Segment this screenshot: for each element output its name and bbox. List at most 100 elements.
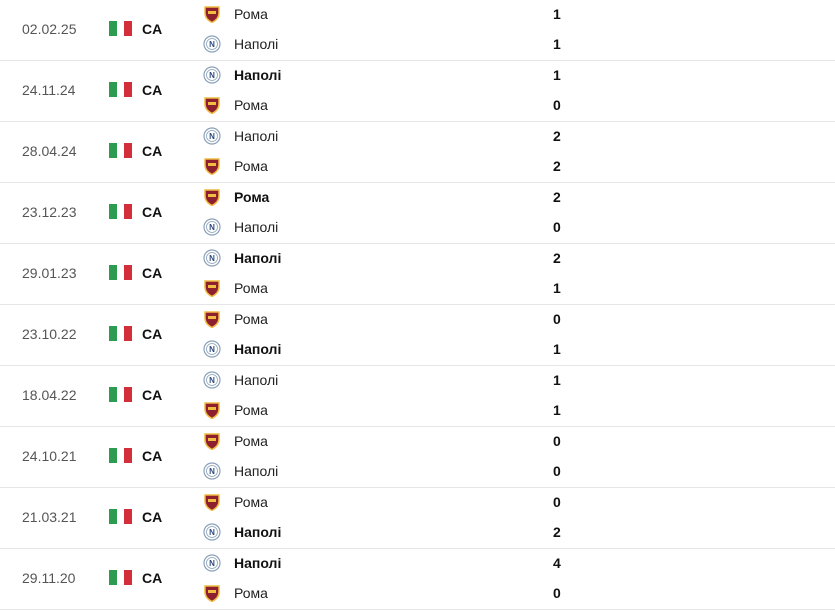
italy-flag-icon [109, 387, 133, 402]
napoli-crest-icon: N [203, 523, 221, 541]
team-name: Рома [234, 280, 268, 296]
score-away: 1 [553, 36, 561, 52]
score-home: 2 [553, 189, 561, 205]
score-away: 0 [553, 97, 561, 113]
match-date: 18.04.22 [22, 387, 77, 403]
svg-text:N: N [209, 376, 215, 385]
score-home: 0 [553, 311, 561, 327]
team-home: Рома [203, 4, 268, 24]
team-home: Рома [203, 431, 268, 451]
match-date: 23.10.22 [22, 326, 77, 342]
team-name: Рома [234, 402, 268, 418]
team-home: Рома [203, 492, 268, 512]
svg-text:N: N [209, 71, 215, 80]
napoli-crest-icon: N [203, 462, 221, 480]
team-name: Рома [234, 494, 268, 510]
team-name: Наполі [234, 67, 282, 83]
italy-flag-icon [109, 82, 133, 97]
match-date: 24.10.21 [22, 448, 77, 464]
team-name: Рома [234, 97, 268, 113]
competition-label: CA [142, 21, 163, 37]
team-name: Наполі [234, 36, 279, 52]
competition-label: CA [142, 509, 163, 525]
team-name: Рома [234, 158, 268, 174]
match-row[interactable]: 29.01.23 CA N Наполі 2 Рома 1 [0, 244, 835, 305]
match-date: 29.11.20 [22, 570, 76, 586]
roma-crest-icon [203, 96, 221, 115]
team-home: N Наполі [203, 126, 278, 146]
competition-label: CA [142, 82, 163, 98]
roma-crest-icon [203, 157, 221, 176]
match-row[interactable]: 23.10.22 CA Рома 0 N Наполі 1 [0, 305, 835, 366]
team-home: Рома [203, 187, 269, 207]
italy-flag-icon [109, 448, 133, 463]
team-name: Наполі [234, 372, 279, 388]
match-row[interactable]: 24.10.21 CA Рома 0 N Наполі 0 [0, 427, 835, 488]
match-row[interactable]: 02.02.25 CA Рома 1 N Наполі 1 [0, 0, 835, 61]
match-row[interactable]: 23.12.23 CA Рома 2 N Наполі 0 [0, 183, 835, 244]
match-row[interactable]: 18.04.22 CA N Наполі 1 Рома 1 [0, 366, 835, 427]
team-name: Наполі [234, 128, 279, 144]
roma-crest-icon [203, 5, 221, 24]
svg-text:N: N [209, 345, 215, 354]
score-away: 0 [553, 219, 561, 235]
team-away: Рома [203, 156, 268, 176]
match-row[interactable]: 24.11.24 CA N Наполі 1 Рома 0 [0, 61, 835, 122]
match-row[interactable]: 29.11.20 CA N Наполі 4 Рома 0 [0, 549, 835, 610]
team-name: Наполі [234, 524, 282, 540]
svg-text:N: N [209, 467, 215, 476]
team-name: Наполі [234, 250, 282, 266]
team-name: Рома [234, 433, 268, 449]
team-away: N Наполі [203, 522, 281, 542]
score-home: 0 [553, 433, 561, 449]
score-away: 2 [553, 524, 561, 540]
team-away: Рома [203, 95, 268, 115]
competition-label: CA [142, 387, 163, 403]
team-name: Рома [234, 189, 270, 205]
napoli-crest-icon: N [203, 35, 221, 53]
napoli-crest-icon: N [203, 371, 221, 389]
score-away: 1 [553, 402, 561, 418]
competition-label: CA [142, 326, 163, 342]
team-away: Рома [203, 583, 268, 603]
match-date: 28.04.24 [22, 143, 77, 159]
team-home: N Наполі [203, 553, 281, 573]
score-home: 1 [553, 67, 561, 83]
team-home: N Наполі [203, 65, 281, 85]
match-date: 23.12.23 [22, 204, 77, 220]
napoli-crest-icon: N [203, 249, 221, 267]
match-date: 02.02.25 [22, 21, 77, 37]
match-date: 21.03.21 [22, 509, 77, 525]
napoli-crest-icon: N [203, 340, 221, 358]
roma-crest-icon [203, 584, 221, 603]
score-home: 1 [553, 372, 561, 388]
italy-flag-icon [109, 21, 133, 36]
napoli-crest-icon: N [203, 66, 221, 84]
score-away: 1 [553, 280, 561, 296]
score-away: 0 [553, 463, 561, 479]
napoli-crest-icon: N [203, 554, 221, 572]
roma-crest-icon [203, 432, 221, 451]
italy-flag-icon [109, 326, 133, 341]
team-name: Наполі [234, 463, 279, 479]
team-name: Рома [234, 311, 268, 327]
italy-flag-icon [109, 509, 133, 524]
team-name: Наполі [234, 555, 282, 571]
match-row[interactable]: 21.03.21 CA Рома 0 N Наполі 2 [0, 488, 835, 549]
roma-crest-icon [203, 310, 221, 329]
team-name: Наполі [234, 219, 279, 235]
score-home: 2 [553, 128, 561, 144]
roma-crest-icon [203, 401, 221, 420]
team-away: N Наполі [203, 461, 278, 481]
italy-flag-icon [109, 143, 133, 158]
team-name: Рома [234, 585, 268, 601]
score-home: 1 [553, 6, 561, 22]
team-name: Наполі [234, 341, 282, 357]
match-row[interactable]: 28.04.24 CA N Наполі 2 Рома 2 [0, 122, 835, 183]
team-away: N Наполі [203, 217, 278, 237]
team-away: Рома [203, 400, 268, 420]
italy-flag-icon [109, 570, 133, 585]
svg-text:N: N [209, 559, 215, 568]
roma-crest-icon [203, 493, 221, 512]
